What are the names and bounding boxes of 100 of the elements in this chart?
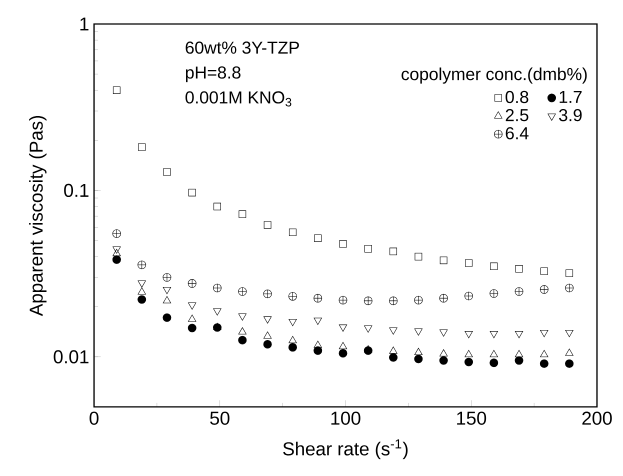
point — [112, 86, 120, 94]
point — [238, 287, 247, 296]
point — [490, 289, 498, 298]
point — [514, 356, 524, 365]
point — [338, 296, 348, 304]
point — [188, 314, 196, 322]
point — [515, 264, 523, 272]
point — [338, 342, 348, 350]
point — [514, 287, 524, 296]
point — [288, 336, 297, 344]
point — [540, 267, 548, 275]
y-tick-label: 1 — [80, 17, 88, 30]
point — [566, 269, 574, 277]
point — [364, 345, 372, 352]
point — [414, 252, 422, 260]
x-axis-title: Shear rate (s$^{-1}$) — [283, 439, 408, 460]
point — [414, 296, 423, 304]
point — [389, 346, 398, 354]
x-tick-label: 0 — [90, 411, 99, 425]
point — [188, 302, 196, 310]
point — [414, 328, 423, 336]
point — [414, 348, 423, 355]
point — [138, 260, 146, 269]
legend-label: 1.7 — [560, 90, 582, 103]
point — [238, 327, 246, 334]
point — [490, 262, 498, 270]
y-axis-title: Apparent viscosity (Pas) — [29, 116, 46, 316]
point — [213, 308, 222, 316]
annotation: 0.001M KNO$_{3}$ — [186, 91, 292, 106]
point — [565, 359, 574, 368]
point — [288, 292, 297, 300]
point — [464, 292, 474, 300]
point — [314, 294, 322, 302]
point — [339, 240, 347, 248]
point — [163, 168, 171, 176]
legend-label: 0.8 — [506, 90, 528, 104]
point — [138, 295, 146, 304]
point — [314, 346, 322, 355]
point — [112, 246, 121, 254]
point — [138, 143, 146, 151]
point — [288, 342, 297, 352]
point — [565, 330, 574, 338]
point — [162, 313, 172, 322]
point — [364, 296, 372, 305]
point — [390, 248, 398, 256]
x-tick-label: 50 — [210, 411, 230, 425]
point — [565, 284, 574, 292]
point — [490, 358, 498, 367]
point — [263, 289, 272, 298]
point — [540, 359, 548, 368]
point — [112, 255, 121, 264]
annotation: 60wt% 3Y-TZP — [186, 41, 299, 54]
point — [288, 228, 296, 236]
point — [540, 330, 548, 338]
point — [490, 350, 498, 358]
point — [162, 273, 172, 282]
point — [112, 248, 121, 256]
point — [389, 353, 398, 362]
annotation: pH=8.8 — [186, 66, 240, 82]
point — [389, 327, 398, 334]
point — [464, 350, 473, 358]
point — [188, 188, 196, 196]
point — [565, 348, 574, 356]
point — [439, 294, 448, 302]
point — [514, 350, 524, 358]
point — [112, 229, 121, 238]
point — [263, 340, 272, 348]
point — [238, 336, 247, 344]
x-tick-label: 100 — [331, 411, 360, 425]
point — [338, 324, 348, 332]
point — [314, 340, 322, 348]
legend-title: copolymer conc.(dmb%) — [402, 67, 587, 84]
point — [490, 330, 498, 338]
point — [238, 210, 246, 218]
y-tick-label: 0.01 — [54, 350, 88, 364]
point — [338, 348, 348, 358]
point — [188, 324, 196, 332]
point — [214, 202, 222, 210]
point — [264, 221, 272, 229]
point — [162, 296, 172, 304]
point — [213, 284, 222, 292]
point — [540, 285, 548, 294]
point — [314, 318, 322, 325]
point — [540, 350, 548, 358]
point — [440, 256, 448, 264]
point — [364, 244, 372, 252]
point — [440, 329, 448, 337]
point — [364, 325, 372, 333]
point — [162, 286, 172, 294]
x-tick-label: 150 — [457, 411, 486, 425]
point — [439, 356, 448, 365]
point — [288, 318, 297, 326]
point — [440, 349, 448, 356]
point — [464, 358, 474, 366]
point — [238, 313, 246, 320]
point — [263, 331, 272, 339]
legend-label: 6.4 — [506, 126, 529, 140]
y-tick-label: 0.1 — [64, 184, 88, 197]
point — [263, 316, 272, 324]
point — [389, 296, 398, 305]
